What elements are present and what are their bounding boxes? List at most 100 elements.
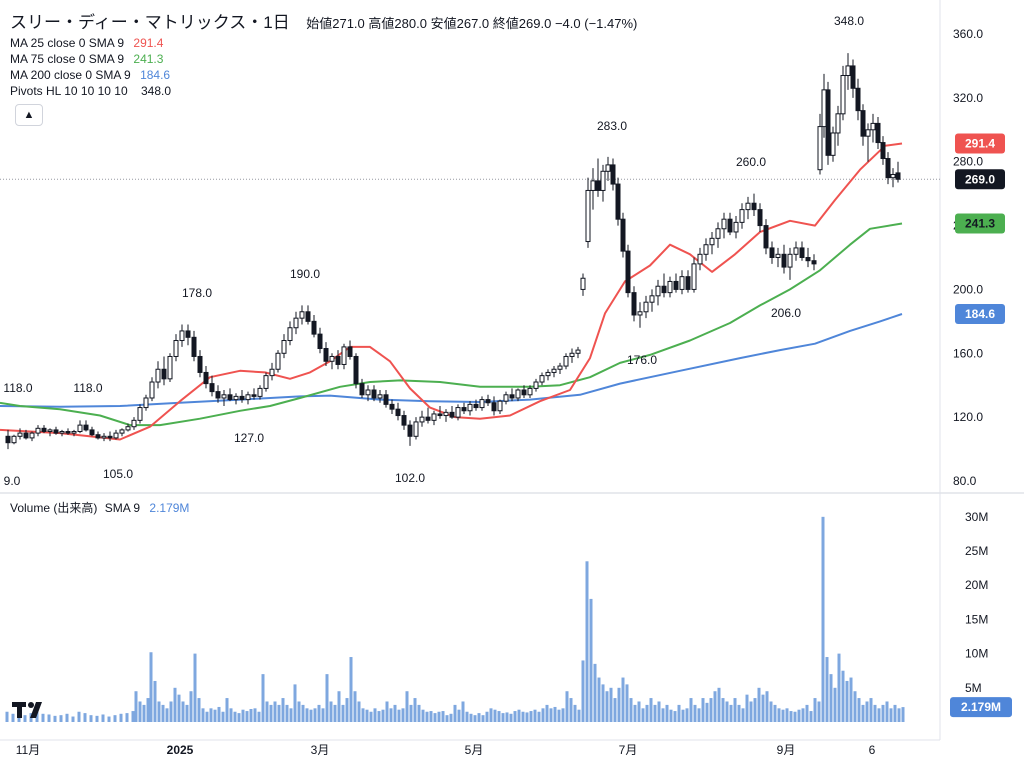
volume-bar	[233, 711, 237, 722]
volume-bar	[329, 701, 333, 722]
volume-bar	[405, 691, 409, 722]
ma75-line	[0, 222, 903, 427]
pivot-label: 178.0	[182, 286, 212, 300]
candle-down	[83, 424, 89, 431]
candle-up	[269, 368, 275, 377]
volume-tick-label: 20M	[965, 578, 988, 592]
candle-up	[787, 253, 793, 268]
volume-bar	[749, 701, 753, 722]
volume-bar	[809, 711, 813, 722]
high-label: 高値	[368, 16, 395, 31]
candle-up	[119, 429, 125, 434]
legend-ma25[interactable]: MA 25 close 0 SMA 9 291.4	[10, 35, 163, 51]
volume-tick-label: 15M	[965, 612, 988, 626]
volume-bar	[477, 713, 481, 722]
candle-up	[575, 349, 581, 354]
volume-legend[interactable]: Volume (出来高) SMA 9 2.179M	[10, 499, 189, 516]
tradingview-logo-icon[interactable]	[10, 696, 48, 722]
pivots-value: 348.0	[140, 84, 172, 98]
volume-bar	[209, 708, 213, 722]
pivot-label: 9.0	[4, 474, 21, 488]
time-tick-label: 7月	[619, 743, 638, 757]
volume-badge	[950, 697, 1012, 718]
candle-up	[71, 431, 77, 434]
volume-bar	[697, 708, 701, 722]
volume-bar	[217, 706, 221, 722]
volume-bar	[113, 715, 117, 722]
volume-bar	[41, 713, 45, 722]
candle-down	[317, 333, 323, 349]
candle-down	[880, 142, 886, 160]
volume-bar	[441, 711, 445, 722]
volume-bar	[321, 708, 325, 722]
collapse-legend-button[interactable]: ▲	[15, 104, 43, 126]
candle-down	[509, 394, 515, 399]
candle-up	[35, 427, 41, 434]
candle-up	[649, 295, 655, 303]
price-badge	[955, 213, 1005, 234]
candle-up	[29, 432, 35, 439]
ma200-label: MA 200 close 0 SMA 9	[10, 68, 131, 82]
volume-bar	[437, 711, 441, 722]
volume-bar	[433, 713, 437, 722]
volume-bar	[189, 691, 193, 722]
volume-bar	[281, 698, 285, 722]
volume-bar	[533, 709, 537, 722]
volume-bar	[497, 711, 501, 722]
candle-down	[203, 371, 209, 385]
volume-bar	[701, 698, 705, 722]
candle-up	[697, 253, 703, 265]
legend-ma75[interactable]: MA 75 close 0 SMA 9 241.3	[10, 51, 163, 67]
volume-sma-value: 2.179M	[149, 501, 190, 515]
volume-bar	[873, 704, 877, 722]
volume-bar	[297, 701, 301, 722]
volume-bar	[525, 712, 529, 722]
candle-down	[371, 389, 377, 399]
candle-down	[89, 429, 95, 436]
ma25-label: MA 25 close 0 SMA 9	[10, 36, 125, 50]
volume-bar	[71, 716, 75, 722]
volume-bar	[897, 708, 901, 722]
candle-up	[845, 65, 851, 77]
volume-bar	[193, 653, 197, 722]
candle-up	[580, 277, 586, 290]
candle-down	[185, 330, 191, 338]
candle-up	[569, 352, 575, 357]
candle-down	[850, 65, 856, 89]
candle-up	[739, 209, 745, 223]
volume-bar	[131, 711, 135, 722]
volume-bar	[277, 704, 281, 722]
volume-bar	[185, 704, 189, 722]
volume-bar	[125, 713, 129, 722]
legend-ma200[interactable]: MA 200 close 0 SMA 9 184.6	[10, 67, 170, 83]
volume-bar	[521, 711, 525, 722]
volume-tick-label: 30M	[965, 510, 988, 524]
volume-bar	[449, 713, 453, 722]
volume-bar	[293, 684, 297, 722]
candle-down	[323, 347, 329, 362]
volume-bar	[689, 698, 693, 722]
volume-bar	[857, 698, 861, 722]
volume-bar	[517, 709, 521, 722]
candle-down	[95, 434, 101, 439]
price-badge	[955, 133, 1005, 154]
volume-bar	[681, 709, 685, 722]
candle-up	[293, 317, 299, 329]
candle-up	[590, 180, 596, 191]
candle-up	[173, 340, 179, 357]
price-badge	[955, 304, 1005, 325]
volume-bar	[261, 674, 265, 722]
volume-bar	[317, 704, 321, 722]
volume-bar	[481, 715, 485, 722]
legend-pivots[interactable]: Pivots HL 10 10 10 10 348.0	[10, 83, 171, 99]
open-label: 始値	[306, 16, 333, 31]
candle-up	[503, 394, 509, 402]
pivot-label: 105.0	[103, 467, 133, 481]
volume-bar	[265, 701, 269, 722]
volume-bar	[797, 709, 801, 722]
candle-up	[329, 355, 335, 362]
price-badge-label: 291.4	[965, 137, 995, 151]
close-label: 終値	[492, 16, 519, 31]
candle-down	[425, 416, 431, 421]
